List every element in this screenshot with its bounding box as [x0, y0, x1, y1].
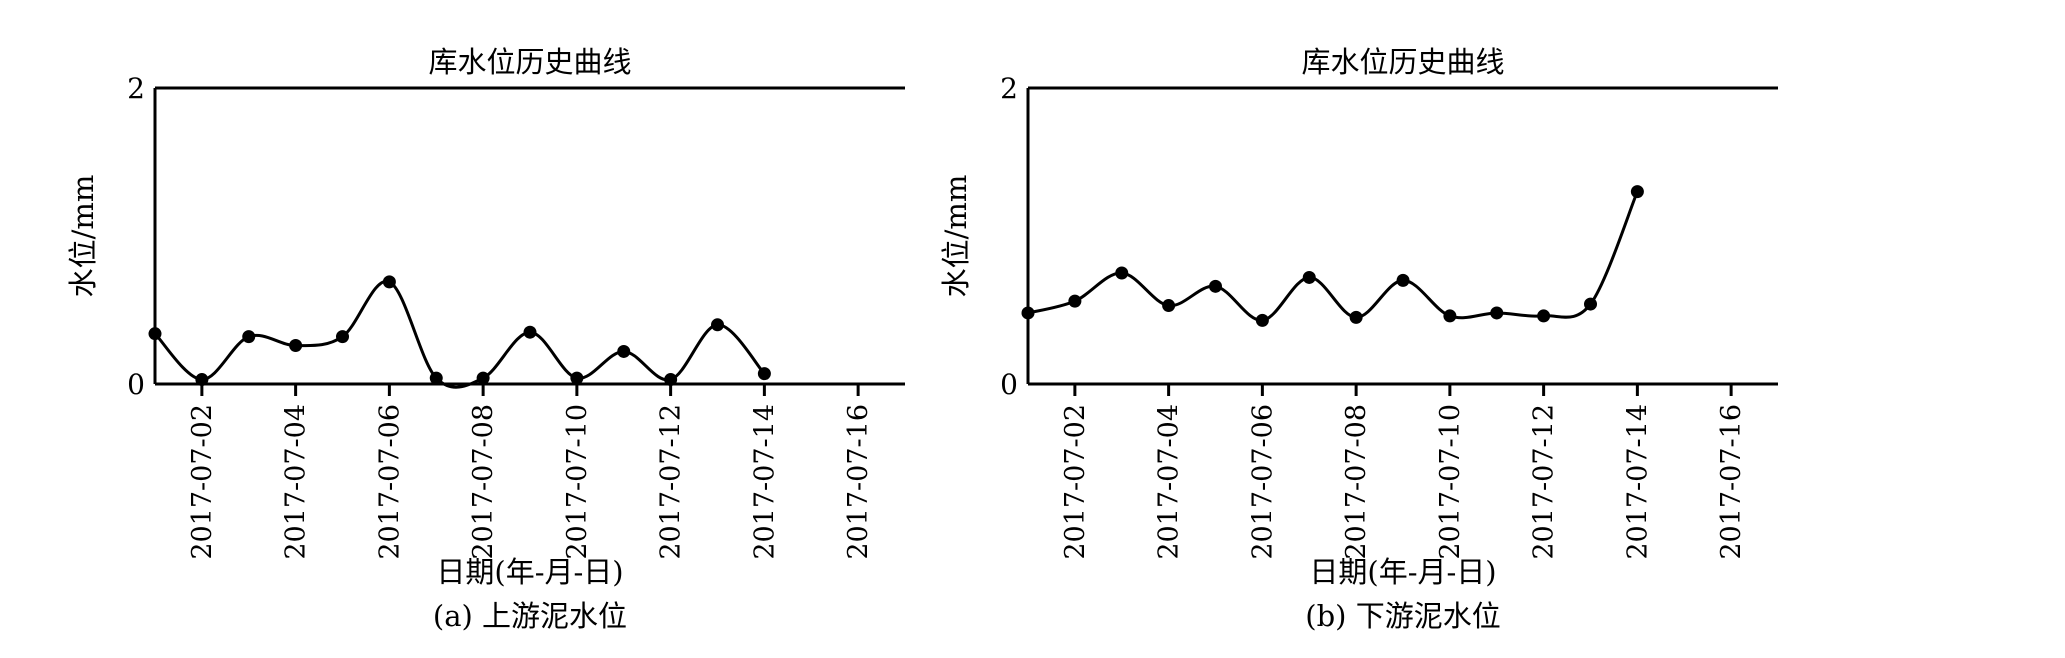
data-point-marker	[1490, 306, 1504, 320]
x-tick-label: 2017-07-08	[1341, 404, 1372, 560]
chart-downstream: 库水位历史曲线 0 2 水位/mm 2017-07-02 2017-07-04 2017-0…	[939, 45, 1778, 633]
data-point-marker	[1302, 270, 1316, 284]
x-tick-label: 2017-07-10	[562, 404, 593, 560]
x-tick-label: 2017-07-06	[374, 404, 405, 560]
data-point-marker	[664, 373, 678, 387]
chart-title: 库水位历史曲线	[428, 45, 631, 79]
data-point-marker	[1537, 309, 1551, 323]
y-tick-label: 0	[1000, 368, 1018, 401]
chart-caption: (a) 上游泥水位	[433, 599, 627, 633]
data-point-marker	[1021, 306, 1035, 320]
data-point-marker	[1443, 309, 1457, 323]
y-tick-label: 2	[1000, 72, 1018, 105]
data-point-marker	[757, 367, 771, 381]
data-point-marker	[1068, 294, 1082, 308]
x-tick-label: 2017-07-06	[1247, 404, 1278, 560]
x-tick-label: 2017-07-12	[1529, 404, 1560, 560]
data-point-marker	[711, 318, 724, 332]
x-tick-label: 2017-07-14	[749, 404, 780, 560]
y-tick-label: 2	[127, 72, 145, 105]
x-axis-label: 日期(年-月-日)	[436, 555, 623, 589]
data-point-marker	[242, 330, 256, 344]
chart-caption: (b) 下游泥水位	[1305, 599, 1500, 633]
x-tick-label: 2017-07-04	[1154, 404, 1185, 560]
x-tick-label: 2017-07-08	[468, 404, 499, 560]
data-point-marker	[570, 371, 584, 385]
x-tick-label: 2017-07-04	[281, 404, 312, 560]
data-point-marker	[1630, 185, 1644, 199]
data-point-marker	[523, 325, 537, 339]
data-point-marker	[195, 373, 209, 387]
data-point-marker	[289, 339, 303, 353]
data-point-marker	[429, 371, 443, 385]
y-axis-label: 水位/mm	[939, 175, 973, 298]
data-point-marker	[1349, 310, 1363, 324]
y-axis-label: 水位/mm	[66, 175, 100, 298]
data-point-marker	[1396, 273, 1410, 287]
x-tick-label: 2017-07-02	[1060, 404, 1091, 560]
data-point-marker	[148, 327, 162, 341]
series-line	[1027, 191, 1639, 322]
data-point-marker	[1209, 279, 1222, 293]
x-tick-label: 2017-07-16	[1716, 404, 1747, 560]
data-point-marker	[1162, 299, 1176, 313]
x-tick-label: 2017-07-12	[656, 404, 687, 560]
data-point-marker	[1255, 313, 1269, 327]
data-point-marker	[1115, 266, 1129, 280]
data-point-marker	[617, 344, 631, 358]
x-tick-label: 2017-07-02	[187, 404, 218, 560]
chart-title: 库水位历史曲线	[1301, 45, 1504, 79]
x-tick-label: 2017-07-10	[1435, 404, 1466, 560]
x-tick-label: 2017-07-16	[843, 404, 874, 560]
data-point-marker	[336, 330, 349, 344]
x-axis-label: 日期(年-月-日)	[1309, 555, 1496, 589]
data-point-marker	[1584, 297, 1597, 311]
chart-upstream: 库水位历史曲线 0 2 水位/mm 2017-07-02 2017-07-04 2017-0…	[66, 45, 905, 633]
data-point-marker	[382, 275, 396, 289]
data-point-marker	[476, 371, 490, 385]
x-tick-label: 2017-07-14	[1622, 404, 1653, 560]
y-tick-label: 0	[127, 368, 145, 401]
